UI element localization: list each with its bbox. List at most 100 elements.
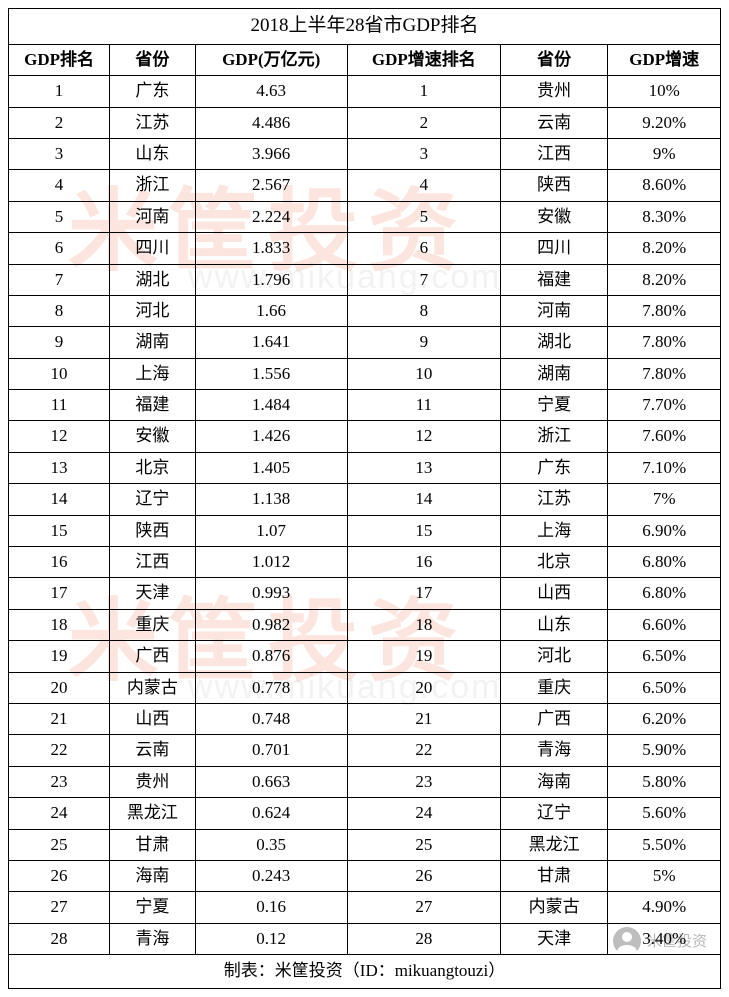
- cell-gdp: 0.993: [195, 578, 347, 609]
- table-row: 10上海1.55610湖南7.80%: [9, 358, 721, 389]
- cell-prov1: 河北: [110, 295, 195, 326]
- cell-rank2: 1: [347, 76, 500, 107]
- cell-prov1: 青海: [110, 923, 195, 954]
- cell-rank1: 16: [9, 547, 110, 578]
- table-row: 9湖南1.6419湖北7.80%: [9, 327, 721, 358]
- table-row: 13北京1.40513广东7.10%: [9, 452, 721, 483]
- col-header-province-1: 省份: [110, 44, 195, 75]
- cell-rank1: 2: [9, 107, 110, 138]
- cell-prov1: 山东: [110, 138, 195, 169]
- cell-rank2: 28: [347, 923, 500, 954]
- cell-rank1: 9: [9, 327, 110, 358]
- cell-rank1: 14: [9, 484, 110, 515]
- cell-growth: 5.80%: [608, 766, 721, 797]
- cell-growth: 6.50%: [608, 641, 721, 672]
- cell-rank1: 6: [9, 233, 110, 264]
- cell-rank1: 17: [9, 578, 110, 609]
- cell-gdp: 2.224: [195, 201, 347, 232]
- cell-rank2: 13: [347, 452, 500, 483]
- table-row: 27宁夏0.1627内蒙古4.90%: [9, 892, 721, 923]
- cell-gdp: 1.641: [195, 327, 347, 358]
- cell-rank1: 27: [9, 892, 110, 923]
- cell-growth: 4.90%: [608, 892, 721, 923]
- cell-prov2: 天津: [500, 923, 607, 954]
- cell-prov1: 宁夏: [110, 892, 195, 923]
- cell-prov2: 宁夏: [500, 390, 607, 421]
- cell-gdp: 0.876: [195, 641, 347, 672]
- cell-gdp: 4.63: [195, 76, 347, 107]
- cell-prov2: 山东: [500, 609, 607, 640]
- cell-prov2: 安徽: [500, 201, 607, 232]
- cell-gdp: 3.966: [195, 138, 347, 169]
- col-header-growth-rank: GDP增速排名: [347, 44, 500, 75]
- cell-rank2: 2: [347, 107, 500, 138]
- cell-prov2: 上海: [500, 515, 607, 546]
- cell-prov2: 黑龙江: [500, 829, 607, 860]
- cell-growth: 6.90%: [608, 515, 721, 546]
- cell-prov1: 江西: [110, 547, 195, 578]
- cell-growth: 5.90%: [608, 735, 721, 766]
- cell-gdp: 1.484: [195, 390, 347, 421]
- cell-prov1: 云南: [110, 735, 195, 766]
- cell-gdp: 4.486: [195, 107, 347, 138]
- table-row: 6四川1.8336四川8.20%: [9, 233, 721, 264]
- cell-rank2: 10: [347, 358, 500, 389]
- table-row: 20内蒙古0.77820重庆6.50%: [9, 672, 721, 703]
- cell-growth: 5%: [608, 860, 721, 891]
- cell-rank1: 12: [9, 421, 110, 452]
- table-row: 1广东4.631贵州10%: [9, 76, 721, 107]
- cell-gdp: 0.624: [195, 798, 347, 829]
- cell-rank1: 20: [9, 672, 110, 703]
- cell-rank2: 6: [347, 233, 500, 264]
- cell-prov1: 山西: [110, 704, 195, 735]
- cell-prov2: 湖北: [500, 327, 607, 358]
- table-row: 8河北1.668河南7.80%: [9, 295, 721, 326]
- cell-rank1: 4: [9, 170, 110, 201]
- cell-growth: 7.80%: [608, 358, 721, 389]
- cell-gdp: 0.243: [195, 860, 347, 891]
- table-footer: 制表：米筐投资（ID：mikuangtouzi）: [9, 955, 721, 988]
- table-row: 11福建1.48411宁夏7.70%: [9, 390, 721, 421]
- cell-gdp: 1.833: [195, 233, 347, 264]
- cell-growth: 8.60%: [608, 170, 721, 201]
- cell-growth: 7.80%: [608, 327, 721, 358]
- cell-gdp: 1.66: [195, 295, 347, 326]
- cell-rank2: 12: [347, 421, 500, 452]
- cell-rank2: 23: [347, 766, 500, 797]
- cell-prov2: 广西: [500, 704, 607, 735]
- cell-growth: 7%: [608, 484, 721, 515]
- cell-prov2: 河南: [500, 295, 607, 326]
- cell-prov2: 青海: [500, 735, 607, 766]
- cell-prov1: 湖北: [110, 264, 195, 295]
- cell-gdp: 1.07: [195, 515, 347, 546]
- cell-prov2: 山西: [500, 578, 607, 609]
- cell-growth: 6.20%: [608, 704, 721, 735]
- table-row: 15陕西1.0715上海6.90%: [9, 515, 721, 546]
- cell-growth: 9%: [608, 138, 721, 169]
- cell-prov2: 贵州: [500, 76, 607, 107]
- table-row: 26海南0.24326甘肃5%: [9, 860, 721, 891]
- cell-growth: 7.80%: [608, 295, 721, 326]
- cell-growth: 6.80%: [608, 547, 721, 578]
- cell-growth: 8.20%: [608, 264, 721, 295]
- table-row: 28青海0.1228天津3.40%: [9, 923, 721, 954]
- cell-prov1: 陕西: [110, 515, 195, 546]
- col-header-gdp-value: GDP(万亿元): [195, 44, 347, 75]
- cell-rank2: 7: [347, 264, 500, 295]
- cell-gdp: 2.567: [195, 170, 347, 201]
- cell-prov1: 内蒙古: [110, 672, 195, 703]
- table-row: 3山东3.9663江西9%: [9, 138, 721, 169]
- cell-prov2: 甘肃: [500, 860, 607, 891]
- cell-prov2: 四川: [500, 233, 607, 264]
- cell-rank2: 21: [347, 704, 500, 735]
- cell-prov2: 江西: [500, 138, 607, 169]
- cell-rank1: 25: [9, 829, 110, 860]
- table-title: 2018上半年28省市GDP排名: [9, 9, 721, 45]
- cell-rank1: 3: [9, 138, 110, 169]
- col-header-gdp-rank: GDP排名: [9, 44, 110, 75]
- cell-growth: 7.60%: [608, 421, 721, 452]
- cell-gdp: 0.778: [195, 672, 347, 703]
- table-row: 25甘肃0.3525黑龙江5.50%: [9, 829, 721, 860]
- cell-growth: 8.20%: [608, 233, 721, 264]
- cell-prov1: 海南: [110, 860, 195, 891]
